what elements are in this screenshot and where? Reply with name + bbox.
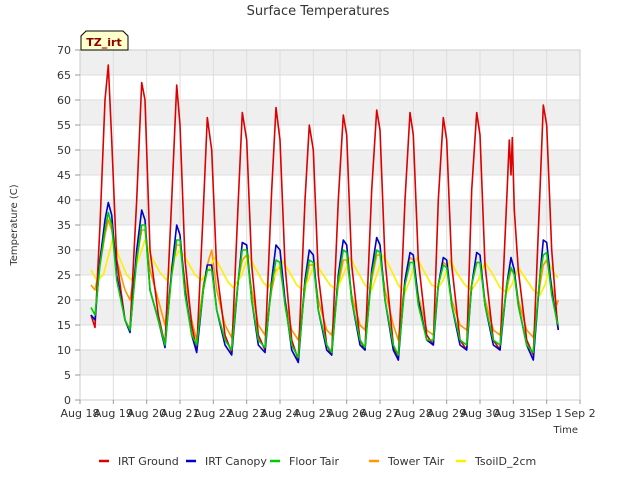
y-tick-label: 40	[57, 194, 71, 207]
y-tick-label: 45	[57, 169, 71, 182]
y-tick-label: 50	[57, 144, 71, 157]
plot-band	[80, 100, 580, 125]
x-tick-label: Aug 28	[394, 407, 433, 420]
x-tick-label: Aug 21	[161, 407, 200, 420]
plot-band	[80, 250, 580, 275]
x-tick-label: Aug 25	[294, 407, 333, 420]
y-tick-label: 55	[57, 119, 71, 132]
plot-bands	[80, 50, 580, 375]
y-axis-label: Temperature (C)	[9, 184, 20, 266]
y-tick-label: 20	[57, 294, 71, 307]
y-tick-label: 25	[57, 269, 71, 282]
x-axis-label: Time	[553, 425, 578, 436]
x-tick-label: Sep 2	[564, 407, 595, 420]
x-tick-label: Aug 29	[427, 407, 466, 420]
x-tick-label: Aug 24	[261, 407, 300, 420]
legend-label-floor-tair: Floor Tair	[289, 455, 340, 468]
y-tick-labels: 0 5 10 15 20 25 30 35 40 45 50 55 60 65 70	[57, 44, 80, 407]
legend: IRT Ground IRT Canopy Floor Tair Tower TAir…	[99, 455, 536, 468]
series-lines	[90, 64, 560, 364]
y-tick-label: 65	[57, 69, 71, 82]
x-tick-label: Aug 23	[227, 407, 266, 420]
x-tick-label: Aug 27	[361, 407, 400, 420]
x-tick-label: Aug 31	[494, 407, 533, 420]
y-tick-label: 30	[57, 244, 71, 257]
y-tick-label: 35	[57, 219, 71, 232]
x-tick-label: Aug 18	[61, 407, 100, 420]
badge-label: TZ_irt	[86, 36, 121, 49]
x-tick-label: Aug 26	[327, 407, 366, 420]
legend-label-irt-canopy: IRT Canopy	[205, 455, 267, 468]
y-tick-label: 0	[64, 394, 71, 407]
badge-box	[80, 30, 129, 51]
plot-band	[80, 50, 580, 75]
plot-band	[80, 150, 580, 175]
x-tick-label: Aug 30	[461, 407, 500, 420]
series-line-tsoild-2cm	[90, 234, 559, 296]
x-tick-label: Aug 20	[127, 407, 166, 420]
y-tick-label: 70	[57, 44, 71, 57]
x-tick-label: Aug 22	[194, 407, 233, 420]
y-tick-label: 60	[57, 94, 71, 107]
chart-title: Surface Temperatures	[247, 4, 390, 19]
x-tick-label: Aug 19	[94, 407, 133, 420]
legend-label-irt-ground: IRT Ground	[118, 455, 179, 468]
y-tick-label: 5	[64, 369, 71, 382]
y-tick-label: 10	[57, 344, 71, 357]
x-tick-label: Sep 1	[531, 407, 562, 420]
tz-irt-badge: TZ_irt	[80, 30, 129, 51]
y-tick-label: 15	[57, 319, 71, 332]
legend-label-tower-tair: Tower TAir	[387, 455, 445, 468]
legend-label-tsoild-2cm: TsoilD_2cm	[474, 455, 536, 468]
plot-band	[80, 200, 580, 225]
series-line-floor-tair	[90, 211, 560, 359]
